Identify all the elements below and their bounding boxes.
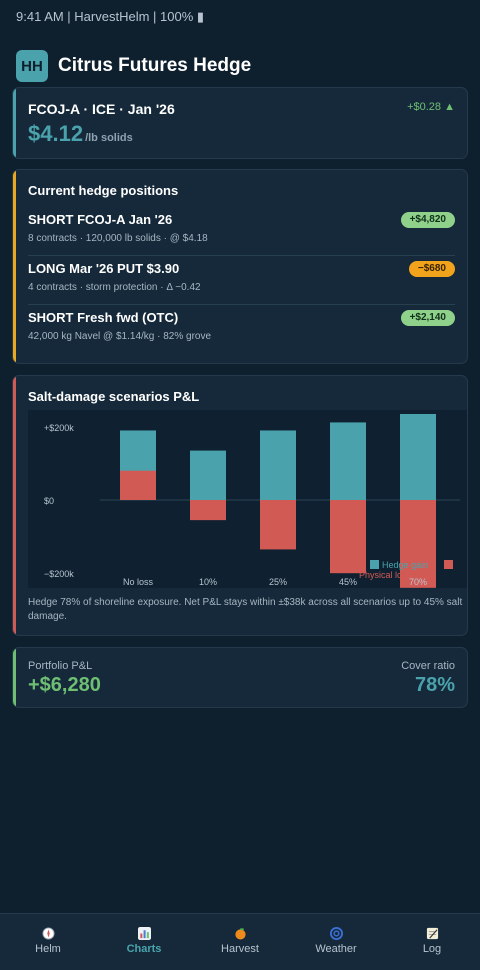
portfolio-pnl-value: +$6,280 [28,674,101,696]
position-row[interactable]: SHORT Fresh fwd (OTC) 42,000 kg Navel @ … [28,305,455,354]
bar-hedge-gain [260,430,296,500]
nav-label: Helm [35,943,61,955]
position-detail: 8 contracts · 120,000 lb solids · @ $4.1… [28,233,208,244]
legend-swatch-physical-loss [444,560,453,569]
positions-accent-bar [13,170,16,363]
totals-card: Portfolio P&L +$6,280 Cover ratio 78% [12,647,468,708]
orange-fruit-icon [234,928,246,940]
nav-label: Weather [315,943,357,955]
cover-ratio-value: 78% [414,674,455,696]
cyclone-icon [329,927,343,940]
bottom-nav: Helm Charts Harvest Weather Log [0,913,480,970]
portfolio-pnl-label: Portfolio P&L [28,660,93,672]
positions-title: Current hedge positions [28,183,179,198]
nav-log[interactable]: Log [384,914,480,970]
quote-unit: /lb solids [85,132,133,144]
totals-accent-bar [13,648,16,707]
notepad-icon [426,927,438,940]
bar-physical-loss [190,500,226,521]
nav-harvest[interactable]: Harvest [192,914,288,970]
chart-note: Hedge 78% of shoreline exposure. Net P&L… [28,597,463,622]
bar-hedge-gain [330,422,366,500]
nav-helm[interactable]: Helm [0,914,96,970]
position-row[interactable]: LONG Mar '26 PUT $3.90 4 contracts · sto… [28,256,455,305]
position-name: SHORT Fresh fwd (OTC) [28,310,179,325]
position-name: SHORT FCOJ-A Jan '26 [28,212,173,227]
nav-label: Harvest [221,943,259,955]
bar-physical-loss [400,500,436,588]
bar-physical-loss [120,470,156,500]
quote-change: +$0.28 ▲ [407,101,455,113]
y-tick-label: $0 [44,496,54,506]
scenario-chart-card: Salt-damage scenarios P&L +$200k $0 −$200k… [12,375,468,636]
legend-label-hedge-gain: Hedge gain [382,560,428,570]
position-pnl-badge: −$680 [408,261,455,277]
positions-card: Current hedge positions SHORT FCOJ-A Jan… [12,169,468,364]
position-name: LONG Mar '26 PUT $3.90 [28,261,180,276]
quote-price: $4.12/lb solids [28,121,133,147]
quote-accent-bar [13,88,16,158]
bar-physical-loss [260,500,296,550]
position-pnl-badge: +$2,140 [400,310,455,326]
x-tick-label: 70% [409,577,427,587]
y-tick-label: −$200k [44,569,74,579]
bar-hedge-gain [400,413,436,500]
position-row[interactable]: SHORT FCOJ-A Jan '26 8 contracts · 120,0… [28,207,455,256]
y-tick-label: +$200k [44,423,74,433]
scenario-chart-svg: +$200k $0 −$200k No loss 10% 25% 45% 70% Hedge g… [44,413,460,588]
nav-charts[interactable]: Charts [96,914,192,970]
position-detail: 42,000 kg Navel @ $1.14/kg · 82% grove [28,331,212,342]
scenario-chart: +$200k $0 −$200k No loss 10% 25% 45% 70% Hedge g… [28,410,467,588]
bar-hedge-gain [190,450,226,500]
status-text: 9:41 AM | HarvestHelm | 100% ▮ [16,9,205,24]
page-title: Citrus Futures Hedge [58,55,252,76]
nav-label: Log [422,943,442,955]
x-tick-label: 25% [269,577,287,587]
legend-swatch-hedge-gain [370,560,379,569]
chart-title: Salt-damage scenarios P&L [28,389,200,404]
quote-card[interactable]: FCOJ-A · ICE · Jan '26 $4.12/lb solids +… [12,87,468,159]
status-bar: 9:41 AM | HarvestHelm | 100% ▮ [0,0,480,32]
bar-chart-icon [137,927,151,940]
position-pnl-badge: +$4,820 [400,212,455,228]
compass-icon [41,927,55,940]
quote-symbol: FCOJ-A · ICE · Jan '26 [28,101,175,117]
legend-label-physical-loss: Physical loss [359,570,412,580]
cover-ratio-label: Cover ratio [401,660,455,672]
quote-price-value: $4.12 [28,121,84,146]
nav-label: Charts [126,943,162,955]
app-logo: HH [16,50,48,82]
position-detail: 4 contracts · storm protection · Δ −0.42 [28,282,201,293]
bar-physical-loss [330,500,366,574]
nav-weather[interactable]: Weather [288,914,384,970]
chart-accent-bar [13,376,16,635]
x-tick-label: No loss [123,577,154,587]
x-tick-label: 10% [199,577,217,587]
app-header: HH Citrus Futures Hedge [0,32,480,88]
x-tick-label: 45% [339,577,357,587]
